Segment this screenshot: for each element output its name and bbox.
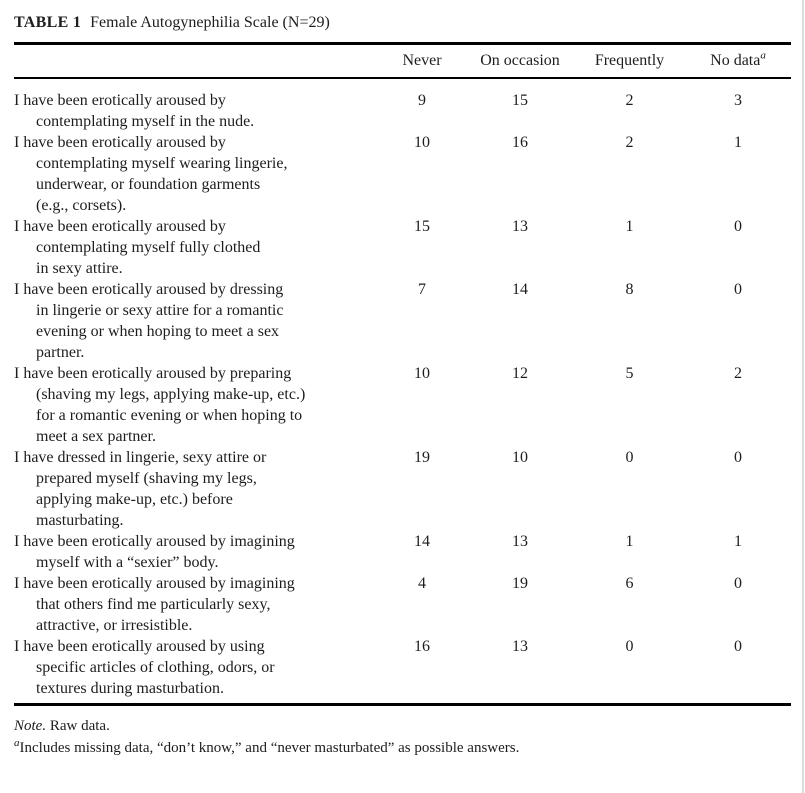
footnote-marker-superscript: a: [760, 49, 766, 62]
footnote-text: Includes missing data, “don’t know,” and…: [19, 740, 520, 756]
value-cell: 19: [414, 449, 430, 466]
value-cell: 5: [625, 365, 634, 382]
table-row: I have been erotically aroused by using …: [14, 636, 791, 705]
value-cell: 19: [512, 575, 528, 592]
table-footnote: aIncludes missing data, “don’t know,” an…: [14, 737, 805, 759]
value-cell: 1: [734, 533, 742, 550]
column-header-on-occasion: On occasion: [466, 43, 574, 79]
value-cell: 14: [512, 281, 528, 298]
value-cell: 10: [414, 365, 430, 382]
item-text: I have been erotically aroused by imagin…: [14, 533, 295, 571]
table-row: I have been erotically aroused by contem…: [14, 78, 791, 132]
table-row: I have been erotically aroused by contem…: [14, 132, 791, 216]
table-title: Female Autogynephilia Scale (N=29): [90, 14, 330, 31]
value-cell: 16: [414, 638, 430, 655]
item-text: I have dressed in lingerie, sexy attire …: [14, 449, 267, 529]
table-row: I have been erotically aroused by dressi…: [14, 279, 791, 363]
table-notes: Note. Raw data. aIncludes missing data, …: [14, 715, 805, 759]
value-cell: 2: [625, 134, 634, 151]
table-row: I have dressed in lingerie, sexy attire …: [14, 447, 791, 531]
value-cell: 1: [625, 533, 634, 550]
value-cell: 10: [414, 134, 430, 151]
item-text: I have been erotically aroused by dressi…: [14, 281, 284, 361]
value-cell: 16: [512, 134, 528, 151]
table-row: I have been erotically aroused by imagin…: [14, 573, 791, 636]
value-cell: 0: [734, 449, 742, 466]
value-cell: 8: [625, 281, 634, 298]
scan-edge-line: [802, 0, 804, 793]
value-cell: 12: [512, 365, 528, 382]
value-cell: 13: [512, 638, 528, 655]
value-cell: 1: [734, 134, 742, 151]
table-note: Note. Raw data.: [14, 715, 805, 737]
value-cell: 3: [734, 92, 742, 109]
value-cell: 0: [625, 449, 634, 466]
value-cell: 0: [734, 281, 742, 298]
table-caption: TABLE 1 Female Autogynephilia Scale (N=29…: [0, 0, 805, 32]
item-text: I have been erotically aroused by imagin…: [14, 575, 295, 634]
item-text: I have been erotically aroused by contem…: [14, 92, 255, 130]
table-header: Never On occasion Frequently No dataa: [14, 43, 791, 79]
value-cell: 0: [734, 638, 742, 655]
item-text: I have been erotically aroused by prepar…: [14, 365, 306, 445]
value-cell: 13: [512, 533, 528, 550]
value-cell: 6: [625, 575, 634, 592]
table-row: I have been erotically aroused by imagin…: [14, 531, 791, 573]
column-header-item: [14, 43, 378, 79]
table-row: I have been erotically aroused by contem…: [14, 216, 791, 279]
value-cell: 15: [414, 218, 430, 235]
value-cell: 0: [734, 575, 742, 592]
value-cell: 0: [625, 638, 634, 655]
note-label: Note.: [14, 718, 47, 734]
item-text: I have been erotically aroused by contem…: [14, 218, 261, 277]
value-cell: 7: [418, 281, 426, 298]
value-cell: 0: [734, 218, 742, 235]
header-row: Never On occasion Frequently No dataa: [14, 43, 791, 79]
value-cell: 1: [625, 218, 634, 235]
table-label: TABLE 1: [14, 14, 82, 31]
value-cell: 2: [734, 365, 742, 382]
table-body: I have been erotically aroused by contem…: [14, 78, 791, 705]
value-cell: 13: [512, 218, 528, 235]
column-header-frequently: Frequently: [574, 43, 685, 79]
column-header-never: Never: [378, 43, 466, 79]
value-cell: 2: [625, 92, 634, 109]
value-cell: 4: [418, 575, 426, 592]
item-text: I have been erotically aroused by using …: [14, 638, 275, 697]
item-text: I have been erotically aroused by contem…: [14, 134, 288, 214]
note-text: Raw data.: [49, 718, 110, 734]
value-cell: 14: [414, 533, 430, 550]
data-table: Never On occasion Frequently No dataa I …: [14, 42, 791, 706]
value-cell: 9: [418, 92, 426, 109]
value-cell: 10: [512, 449, 528, 466]
table-row: I have been erotically aroused by prepar…: [14, 363, 791, 447]
column-header-no-data: No dataa: [685, 43, 791, 79]
value-cell: 15: [512, 92, 528, 109]
footnote-marker: a: [14, 737, 20, 749]
